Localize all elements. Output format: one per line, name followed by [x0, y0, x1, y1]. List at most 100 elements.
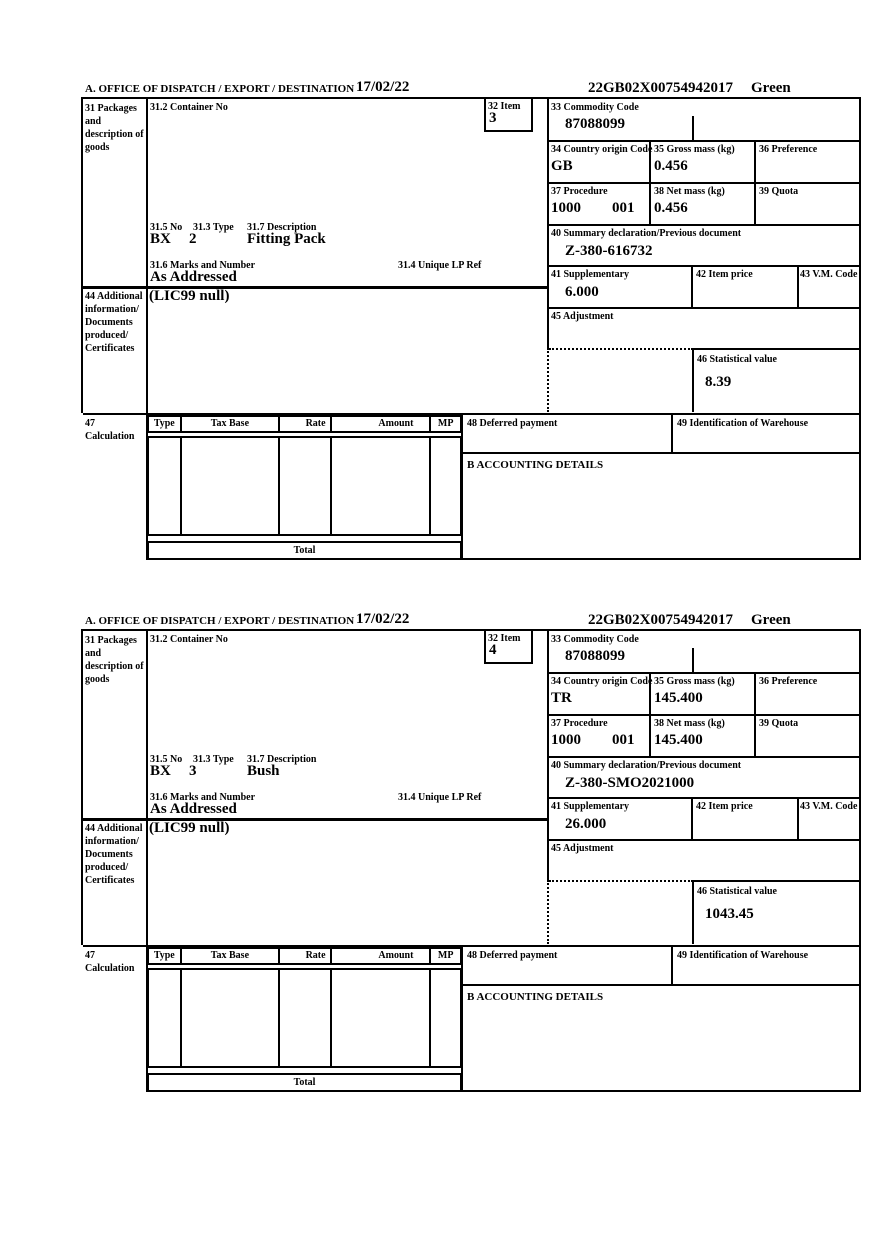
amount-cell	[332, 438, 432, 534]
box46-statistical-value-label: 46 Statistical value	[697, 886, 777, 897]
box32-item-box	[484, 97, 533, 132]
box44-additional-info-label: 44 Additional information/ Documents pro…	[85, 291, 143, 354]
box37-procedure-label: 37 Procedure	[551, 186, 608, 197]
statistical-value: 8.39	[705, 374, 732, 390]
box31-3-type-label: 31.3 Type	[193, 754, 234, 765]
adjustment-dotted-bottom-border	[549, 348, 693, 350]
box44-top-border	[81, 286, 548, 289]
type-cell	[149, 438, 182, 534]
box48-49-bottom-border	[461, 984, 861, 986]
country-origin-value: GB	[551, 158, 573, 174]
gross-mass-value: 145.400	[654, 690, 703, 706]
box33-commodity-code-label: 33 Commodity Code	[551, 102, 639, 113]
box31-7-description-label: 31.7 Description	[247, 754, 317, 765]
box40-bottom-border	[547, 265, 861, 267]
label-column-divider	[146, 99, 148, 413]
box35-gross-mass-label: 35 Gross mass (kg)	[654, 676, 735, 687]
col-34-35-divider	[649, 672, 651, 758]
box31-7-description-label: 31.7 Description	[247, 222, 317, 233]
packages-no-value: BX	[150, 763, 171, 779]
col-41-42-divider	[691, 265, 693, 307]
box37-row-bottom-border	[547, 224, 861, 226]
procedure-extra-value: 001	[612, 200, 635, 216]
col-35-36-divider	[754, 140, 756, 226]
box34-country-origin-label: 34 Country origin Code	[551, 676, 653, 687]
adjustment-dotted-bottom-border	[549, 880, 693, 882]
calculation-total-row: Total	[147, 1073, 462, 1092]
col-tax-base-header: Tax Base	[182, 949, 281, 963]
box46-statistical-value-label: 46 Statistical value	[697, 354, 777, 365]
col-41-42-divider	[691, 797, 693, 839]
amount-cell	[332, 970, 432, 1066]
col-48-49-divider	[671, 945, 673, 986]
procedure-extra-value: 001	[612, 732, 635, 748]
box37-procedure-label: 37 Procedure	[551, 718, 608, 729]
additional-information-value: (LIC99 null)	[149, 288, 230, 304]
calculation-total-row: Total	[147, 541, 462, 560]
box40-summary-declaration-label: 40 Summary declaration/Previous document	[551, 228, 742, 239]
col-type-header: Type	[149, 417, 182, 431]
box31-4-unique-lp-ref-label: 31.4 Unique LP Ref	[398, 260, 482, 271]
movement-reference: 22GB02X00754942017 Green	[588, 80, 791, 96]
movement-reference: 22GB02X00754942017 Green	[588, 612, 791, 628]
label-column-divider	[146, 631, 148, 945]
procedure-value: 1000	[551, 732, 581, 748]
col-mp-header: MP	[437, 950, 454, 961]
country-origin-value: TR	[551, 690, 572, 706]
calculation-table-body	[147, 968, 462, 1068]
box41-supplementary-label: 41 Supplementary	[551, 801, 630, 812]
form-right-border	[859, 631, 861, 1092]
form-top-border	[81, 97, 861, 99]
packages-type-value: 3	[189, 763, 197, 779]
box47-top-border	[83, 413, 861, 415]
net-mass-value: 145.400	[654, 732, 703, 748]
box32-item-box	[484, 629, 533, 664]
declaration-item-section-1: A. OFFICE OF DISPATCH / EXPORT / DESTINA…	[0, 78, 882, 570]
box43-vm-code-label: 43 V.M. Code	[800, 269, 858, 280]
form-left-border	[81, 99, 83, 413]
box47-calculation-label: 47 Calculation	[85, 950, 135, 974]
box48-deferred-payment-label: 48 Deferred payment	[467, 950, 558, 961]
previous-document-value: Z-380-SMO2021000	[565, 775, 695, 791]
mp-cell	[431, 438, 460, 534]
col-amount-header: Amount	[332, 417, 432, 431]
rate-cell	[280, 438, 332, 534]
rate-cell	[280, 970, 332, 1066]
box31-5-no-label: 31.5 No	[150, 222, 183, 233]
box31-6-marks-label: 31.6 Marks and Number	[150, 792, 256, 803]
col-tax-base-header: Tax Base	[182, 417, 281, 431]
box42-item-price-label: 42 Item price	[696, 801, 753, 812]
box41-supplementary-label: 41 Supplementary	[551, 269, 630, 280]
form-left-border	[81, 631, 83, 945]
form-top-border	[81, 629, 861, 631]
box42-item-price-label: 42 Item price	[696, 269, 753, 280]
right-region-left-border	[547, 631, 549, 880]
col-42-43-divider	[797, 265, 799, 307]
form-right-border	[859, 99, 861, 560]
box49-warehouse-label: 49 Identification of Warehouse	[677, 418, 809, 429]
accounting-details-label: B ACCOUNTING DETAILS	[467, 459, 604, 471]
box47-calculation-label: 47 Calculation	[85, 418, 135, 442]
form-bottom-border	[147, 1090, 861, 1092]
box45-adjustment-label: 45 Adjustment	[551, 311, 614, 322]
box43-vm-code-label: 43 V.M. Code	[800, 801, 858, 812]
marks-and-number-value: As Addressed	[150, 269, 237, 285]
box46-top-border	[692, 880, 861, 882]
box44-additional-info-label: 44 Additional information/ Documents pro…	[85, 823, 143, 886]
col-rate-header: Rate	[280, 949, 332, 963]
box49-warehouse-label: 49 Identification of Warehouse	[677, 950, 809, 961]
statistical-value: 1043.45	[705, 906, 754, 922]
declaration-date: 17/02/22	[356, 611, 410, 627]
box48-49-bottom-border	[461, 452, 861, 454]
box37-row-bottom-border	[547, 756, 861, 758]
box31-4-unique-lp-ref-label: 31.4 Unique LP Ref	[398, 792, 482, 803]
box38-net-mass-label: 38 Net mass (kg)	[654, 718, 725, 729]
supplementary-units-value: 6.000	[565, 284, 599, 300]
box41-row-bottom-border	[547, 307, 861, 309]
additional-information-value: (LIC99 null)	[149, 820, 230, 836]
declaration-date: 17/02/22	[356, 79, 410, 95]
box48-deferred-payment-label: 48 Deferred payment	[467, 418, 558, 429]
box39-quota-label: 39 Quota	[759, 186, 799, 197]
col-35-36-divider	[754, 672, 756, 758]
